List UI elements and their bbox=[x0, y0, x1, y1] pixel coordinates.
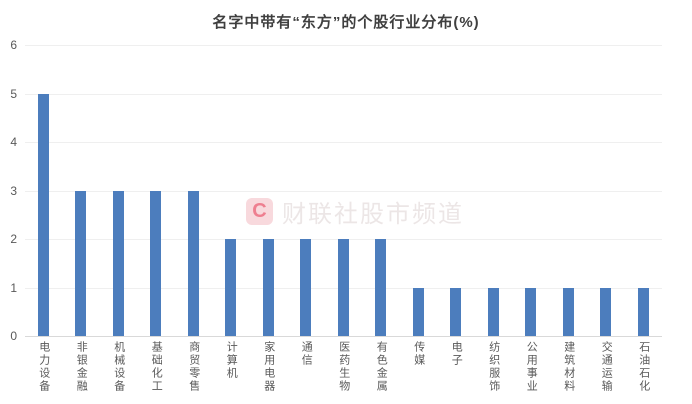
bar-建筑材料 bbox=[562, 287, 574, 336]
bar-传媒 bbox=[412, 287, 424, 336]
bar-石油石化 bbox=[637, 287, 649, 336]
bar-家用电器 bbox=[262, 239, 274, 336]
bar-纺织服饰 bbox=[487, 287, 499, 336]
y-tick-label-5: 5 bbox=[10, 86, 17, 101]
bar-电力设备 bbox=[37, 93, 49, 336]
x-axis-label-有色金属: 有色金属 bbox=[375, 341, 388, 393]
x-axis-label-交通运输: 交通运输 bbox=[600, 341, 613, 393]
y-tick-label-6: 6 bbox=[10, 38, 17, 52]
y-tick-label-2: 2 bbox=[10, 232, 17, 246]
gridline-y3 bbox=[24, 190, 662, 192]
bar-交通运输 bbox=[600, 287, 612, 336]
gridline-y6 bbox=[24, 45, 662, 46]
x-axis-label-医药生物: 医药生物 bbox=[337, 341, 350, 393]
x-axis-label-基础化工: 基础化工 bbox=[150, 341, 163, 393]
x-axis-label-通信: 通信 bbox=[300, 341, 313, 367]
x-axis-label-家用电器: 家用电器 bbox=[262, 341, 275, 393]
gridline-y5 bbox=[24, 93, 662, 95]
bar-基础化工 bbox=[150, 190, 162, 336]
gridline-y4 bbox=[24, 142, 662, 143]
x-axis-label-电力设备: 电力设备 bbox=[37, 341, 50, 393]
x-axis-label-石油石化: 石油石化 bbox=[637, 341, 650, 393]
x-axis-label-纺织服饰: 纺织服饰 bbox=[487, 341, 500, 393]
bar-非银金融 bbox=[75, 190, 87, 336]
x-axis-label-非银金融: 非银金融 bbox=[75, 341, 88, 393]
y-tick-label-4: 4 bbox=[10, 135, 17, 149]
bar-商贸零售 bbox=[187, 190, 199, 336]
x-axis-label-计算机: 计算机 bbox=[225, 341, 238, 380]
bar-医药生物 bbox=[337, 239, 349, 336]
x-axis-line bbox=[24, 336, 662, 337]
x-axis-label-传媒: 传媒 bbox=[412, 341, 425, 367]
y-tick-label-1: 1 bbox=[10, 280, 17, 295]
bar-有色金属 bbox=[375, 239, 387, 336]
x-axis-label-电子: 电子 bbox=[450, 341, 463, 367]
bar-公用事业 bbox=[525, 287, 537, 336]
x-axis-label-建筑材料: 建筑材料 bbox=[562, 341, 575, 393]
y-tick-label-0: 0 bbox=[10, 329, 17, 343]
bar-电子 bbox=[450, 287, 462, 336]
y-tick-label-3: 3 bbox=[10, 183, 17, 198]
x-axis-label-公用事业: 公用事业 bbox=[525, 341, 538, 393]
bar-机械设备 bbox=[112, 190, 124, 336]
bar-通信 bbox=[300, 239, 312, 336]
chart-title: 名字中带有“东方”的个股行业分布(%) bbox=[212, 14, 480, 31]
bar-计算机 bbox=[225, 239, 237, 336]
x-axis-label-商贸零售: 商贸零售 bbox=[187, 341, 200, 393]
x-axis-label-机械设备: 机械设备 bbox=[112, 341, 125, 393]
